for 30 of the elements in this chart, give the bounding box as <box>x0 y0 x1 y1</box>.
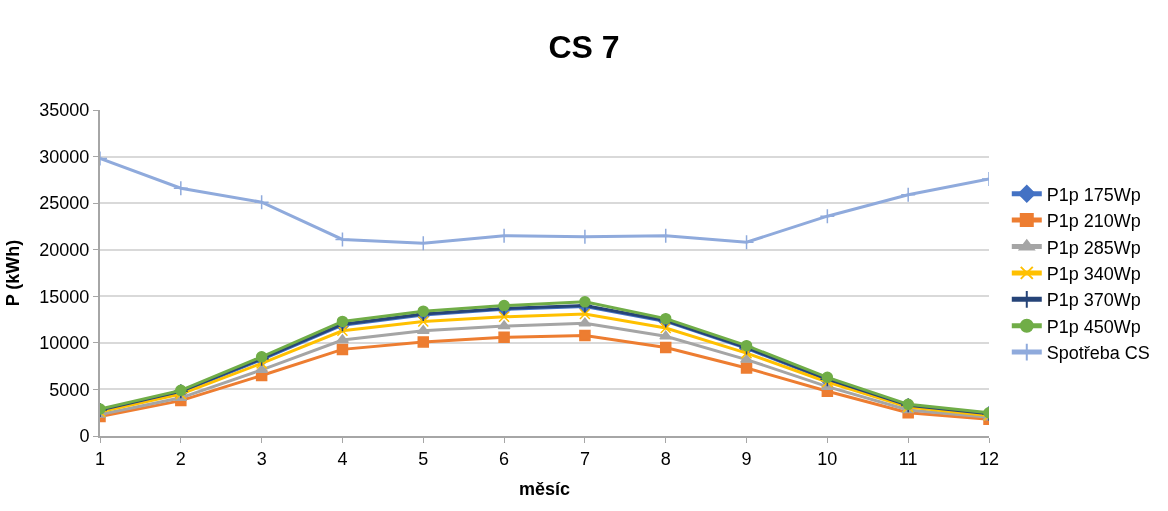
x-tick-label: 9 <box>741 448 752 469</box>
y-tick-label: 20000 <box>39 240 90 261</box>
y-tick-label: 10000 <box>39 333 90 354</box>
chart-title: CS 7 <box>548 29 620 66</box>
x-tick-label: 8 <box>660 448 671 469</box>
y-tick-label: 30000 <box>39 146 90 167</box>
y-tick-label: 0 <box>79 426 90 447</box>
x-axis-title: měsíc <box>518 479 571 500</box>
x-tick-label: 6 <box>499 448 510 469</box>
legend-label: P1p 175Wp <box>1046 184 1141 205</box>
y-tick-label: 5000 <box>49 379 90 400</box>
legend-label: P1p 340Wp <box>1046 263 1141 284</box>
legend-label: P1p 285Wp <box>1046 237 1141 258</box>
x-tick-label: 3 <box>256 448 267 469</box>
x-tick-label: 1 <box>94 448 106 469</box>
legend-label: P1p 450Wp <box>1046 316 1141 337</box>
y-tick-label: 35000 <box>39 100 90 121</box>
x-tick-label: 4 <box>337 448 348 469</box>
y-tick-label: 25000 <box>39 193 90 214</box>
x-tick-label: 11 <box>898 448 918 469</box>
legend-label: P1p 210Wp <box>1046 211 1141 232</box>
y-axis-title: P (kWh) <box>3 239 24 307</box>
x-tick-label: 7 <box>579 448 590 469</box>
x-tick-label: 5 <box>418 448 429 469</box>
x-tick-label: 10 <box>817 448 838 469</box>
x-tick-label: 2 <box>175 448 186 469</box>
legend-label: Spotřeba CS <box>1046 343 1150 364</box>
y-tick-label: 15000 <box>39 286 90 307</box>
legend-label: P1p 370Wp <box>1046 290 1141 311</box>
x-tick-label: 12 <box>978 448 1000 469</box>
